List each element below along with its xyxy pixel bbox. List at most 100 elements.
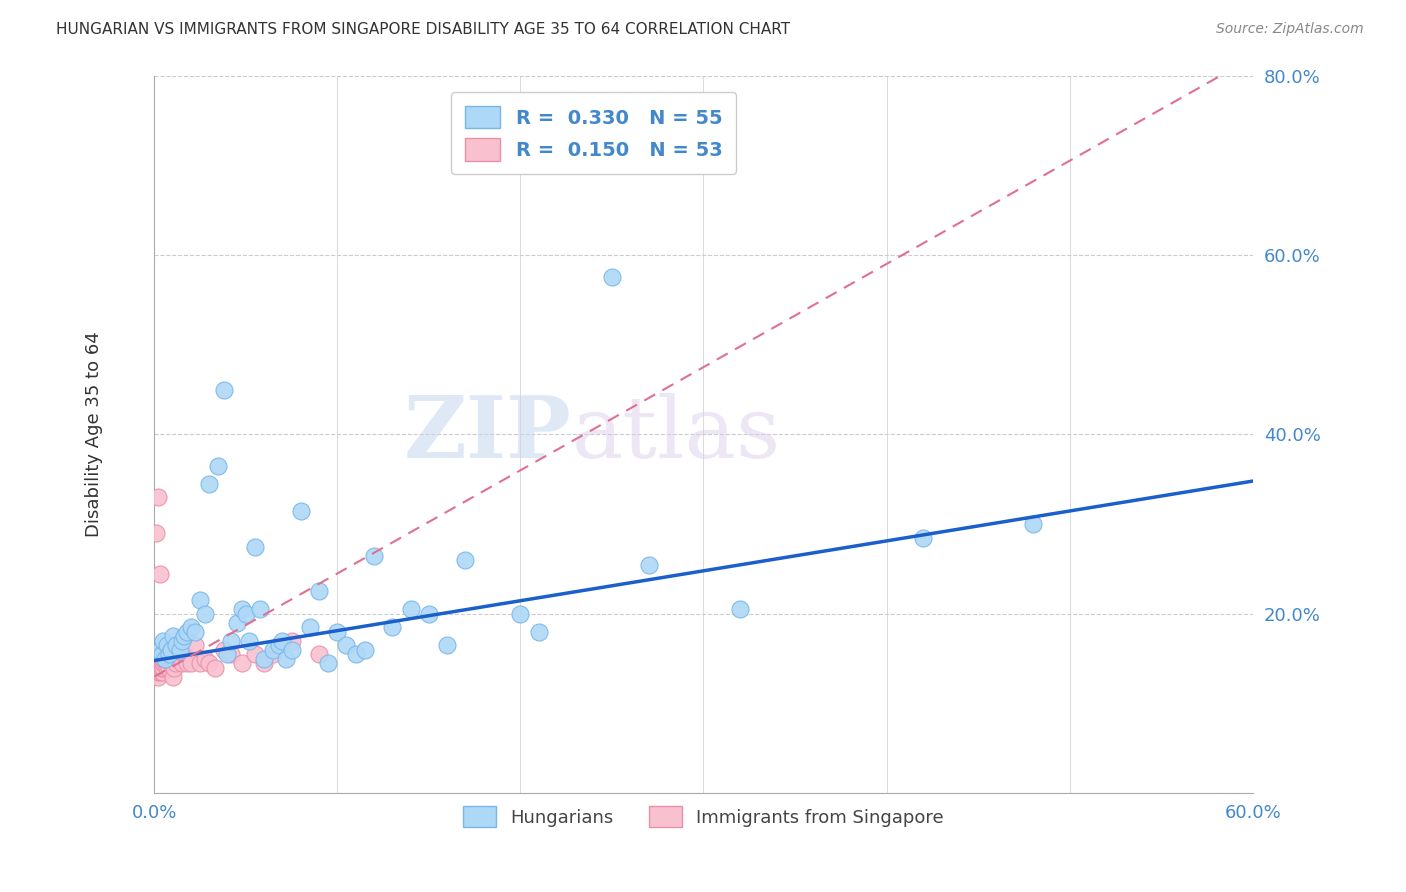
Point: [180, 620, 202, 634]
Point: [225, 615, 247, 630]
Point: [637, 558, 659, 572]
Point: [157, 661, 180, 675]
Point: [152, 661, 174, 675]
Point: [146, 665, 169, 680]
Point: [173, 629, 195, 643]
Point: [381, 620, 404, 634]
Legend: Hungarians, Immigrants from Singapore: Hungarians, Immigrants from Singapore: [456, 799, 950, 835]
Point: [176, 624, 198, 639]
Point: [353, 642, 375, 657]
Point: [165, 657, 187, 671]
Point: [162, 657, 184, 671]
Point: [344, 647, 367, 661]
Point: [253, 657, 276, 671]
Point: [274, 652, 297, 666]
Point: [149, 652, 172, 666]
Point: [149, 657, 172, 671]
Point: [207, 458, 229, 473]
Point: [912, 531, 935, 545]
Point: [150, 661, 173, 675]
Point: [145, 661, 167, 675]
Point: [155, 657, 177, 671]
Point: [436, 638, 458, 652]
Point: [262, 647, 284, 661]
Point: [145, 657, 167, 671]
Point: [212, 383, 235, 397]
Point: [418, 607, 440, 621]
Point: [454, 553, 477, 567]
Point: [290, 504, 312, 518]
Point: [149, 647, 172, 661]
Point: [219, 633, 242, 648]
Point: [145, 526, 167, 541]
Point: [238, 633, 260, 648]
Text: Disability Age 35 to 64: Disability Age 35 to 64: [84, 332, 103, 537]
Point: [243, 647, 266, 661]
Point: [335, 638, 357, 652]
Point: [149, 665, 172, 680]
Point: [146, 652, 169, 666]
Point: [235, 607, 257, 621]
Point: [600, 270, 623, 285]
Point: [150, 647, 173, 661]
Point: [399, 602, 422, 616]
Point: [156, 657, 179, 671]
Point: [173, 647, 195, 661]
Point: [253, 652, 276, 666]
Text: atlas: atlas: [572, 392, 780, 476]
Point: [150, 657, 173, 671]
Text: HUNGARIAN VS IMMIGRANTS FROM SINGAPORE DISABILITY AGE 35 TO 64 CORRELATION CHART: HUNGARIAN VS IMMIGRANTS FROM SINGAPORE D…: [56, 22, 790, 37]
Point: [155, 652, 177, 666]
Point: [170, 633, 193, 648]
Point: [159, 657, 181, 671]
Point: [165, 638, 187, 652]
Point: [326, 624, 349, 639]
Point: [152, 633, 174, 648]
Point: [363, 549, 385, 563]
Point: [204, 661, 226, 675]
Point: [146, 661, 169, 675]
Point: [231, 657, 253, 671]
Point: [249, 602, 271, 616]
Text: ZIP: ZIP: [404, 392, 572, 476]
Point: [176, 657, 198, 671]
Point: [527, 624, 550, 639]
Point: [152, 657, 174, 671]
Point: [243, 540, 266, 554]
Point: [194, 607, 217, 621]
Point: [167, 652, 190, 666]
Point: [308, 647, 330, 661]
Point: [146, 657, 169, 671]
Text: Source: ZipAtlas.com: Source: ZipAtlas.com: [1216, 22, 1364, 37]
Point: [156, 661, 179, 675]
Point: [159, 642, 181, 657]
Point: [183, 624, 205, 639]
Point: [157, 652, 180, 666]
Point: [316, 657, 339, 671]
Point: [262, 642, 284, 657]
Point: [194, 652, 217, 666]
Point: [728, 602, 751, 616]
Point: [217, 647, 239, 661]
Point: [1022, 517, 1045, 532]
Point: [280, 642, 302, 657]
Point: [146, 670, 169, 684]
Point: [198, 476, 221, 491]
Point: [180, 657, 202, 671]
Point: [298, 620, 321, 634]
Point: [152, 647, 174, 661]
Point: [212, 642, 235, 657]
Point: [170, 657, 193, 671]
Point: [280, 633, 302, 648]
Point: [159, 652, 181, 666]
Point: [152, 652, 174, 666]
Point: [169, 642, 191, 657]
Point: [149, 642, 172, 657]
Point: [308, 584, 330, 599]
Point: [155, 652, 177, 666]
Point: [162, 670, 184, 684]
Point: [162, 629, 184, 643]
Point: [157, 647, 180, 661]
Point: [271, 633, 294, 648]
Point: [188, 657, 211, 671]
